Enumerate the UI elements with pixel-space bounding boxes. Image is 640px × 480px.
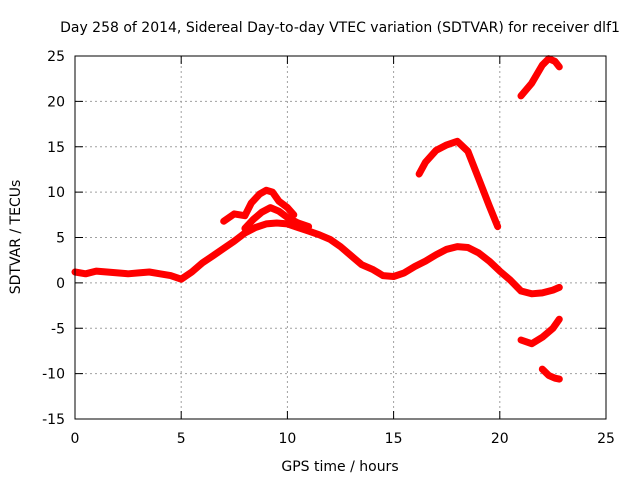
- grid: [75, 56, 606, 419]
- x-axis-label: GPS time / hours: [281, 459, 398, 475]
- axis-ticks: 0 5 10 15 20 25 -15 -10 -5 0 5 10 15 20 25: [42, 49, 615, 447]
- y-tick-label: 5: [56, 231, 65, 247]
- x-tick-label: 25: [597, 431, 615, 447]
- chart-title: Day 258 of 2014, Sidereal Day-to-day VTE…: [60, 20, 620, 36]
- series-line-middle-hump: [241, 204, 313, 232]
- x-tick-label: 15: [385, 431, 403, 447]
- y-tick-label: 20: [47, 94, 65, 110]
- x-tick-label: 10: [278, 431, 296, 447]
- series-line-late-drop: [538, 365, 563, 383]
- y-axis-label: SDTVAR / TECUs: [8, 180, 24, 295]
- y-tick-label: -5: [51, 321, 65, 337]
- series-line-afternoon-arc: [415, 137, 502, 231]
- y-tick-label: 10: [47, 185, 65, 201]
- series-line-upper-hump: [220, 186, 298, 225]
- x-tick-label: 20: [491, 431, 509, 447]
- series-line-late-rise-high: [517, 55, 563, 100]
- y-tick-label: 25: [47, 49, 65, 65]
- series-line-late-rise-low: [517, 315, 563, 348]
- y-tick-label: -10: [42, 367, 65, 383]
- y-tick-label: 0: [56, 276, 65, 292]
- y-tick-label: 15: [47, 140, 65, 156]
- x-tick-label: 5: [177, 431, 186, 447]
- series-group: [71, 55, 563, 383]
- y-tick-label: -15: [42, 412, 65, 428]
- x-tick-label: 0: [71, 431, 80, 447]
- series-line-main-baseline: [71, 219, 563, 298]
